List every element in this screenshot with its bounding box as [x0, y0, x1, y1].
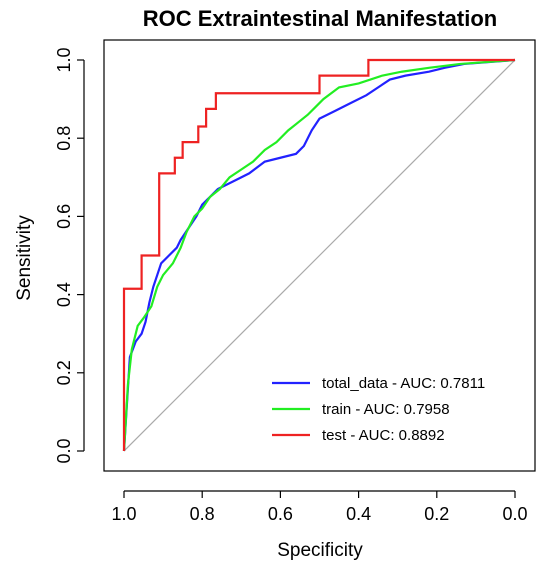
x-tick-label: 1.0	[111, 504, 136, 524]
series-line-1	[122, 58, 516, 452]
y-tick-label: 0.4	[54, 282, 74, 307]
reference-diagonal	[123, 59, 516, 452]
x-tick-label: 0.6	[268, 504, 293, 524]
plot-frame	[103, 39, 536, 472]
x-tick-label: 0.8	[190, 504, 215, 524]
x-tick-label: 0.0	[502, 504, 527, 524]
y-tick-label: 0.2	[54, 360, 74, 385]
legend-label-0: total_data - AUC: 0.7811	[322, 375, 485, 392]
x-axis-label: Specificity	[277, 540, 363, 561]
legend-label-1: train - AUC: 0.7958	[322, 401, 450, 418]
axes-layer: 1.0 0.8 0.6 0.4 0.2 0.0 0.0 0.2 0.4 0.6 0.8 1.0	[54, 39, 536, 524]
legend: total_data - AUC: 0.7811 train - AUC: 0.7…	[272, 375, 485, 444]
y-tick-label: 0.0	[54, 438, 74, 463]
y-tick-label: 1.0	[54, 47, 74, 72]
series-layer	[122, 58, 516, 452]
x-tick-label: 0.2	[424, 504, 449, 524]
y-tick-label: 0.6	[54, 204, 74, 229]
x-tick-label: 0.4	[346, 504, 371, 524]
series-line-2	[122, 58, 515, 451]
y-tick-label: 0.8	[54, 126, 74, 151]
reference-layer	[123, 59, 516, 452]
y-axis-label: Sensitivity	[14, 215, 35, 301]
chart-title: ROC Extraintestinal Manifestation	[143, 6, 498, 31]
series-line-0	[122, 58, 516, 452]
legend-label-2: test - AUC: 0.8892	[322, 427, 445, 444]
